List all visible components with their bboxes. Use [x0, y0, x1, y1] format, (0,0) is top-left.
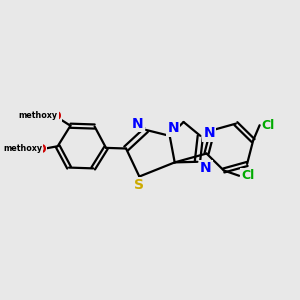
Text: Cl: Cl [262, 119, 275, 132]
Text: Cl: Cl [241, 169, 255, 182]
Text: N: N [203, 127, 215, 140]
Text: O: O [50, 110, 61, 123]
Text: S: S [134, 178, 144, 192]
Text: N: N [200, 161, 212, 175]
Text: methoxy: methoxy [18, 111, 57, 120]
Text: N: N [167, 122, 179, 136]
Text: O: O [35, 143, 46, 156]
Text: methoxy: methoxy [3, 144, 42, 153]
Text: N: N [132, 117, 144, 131]
